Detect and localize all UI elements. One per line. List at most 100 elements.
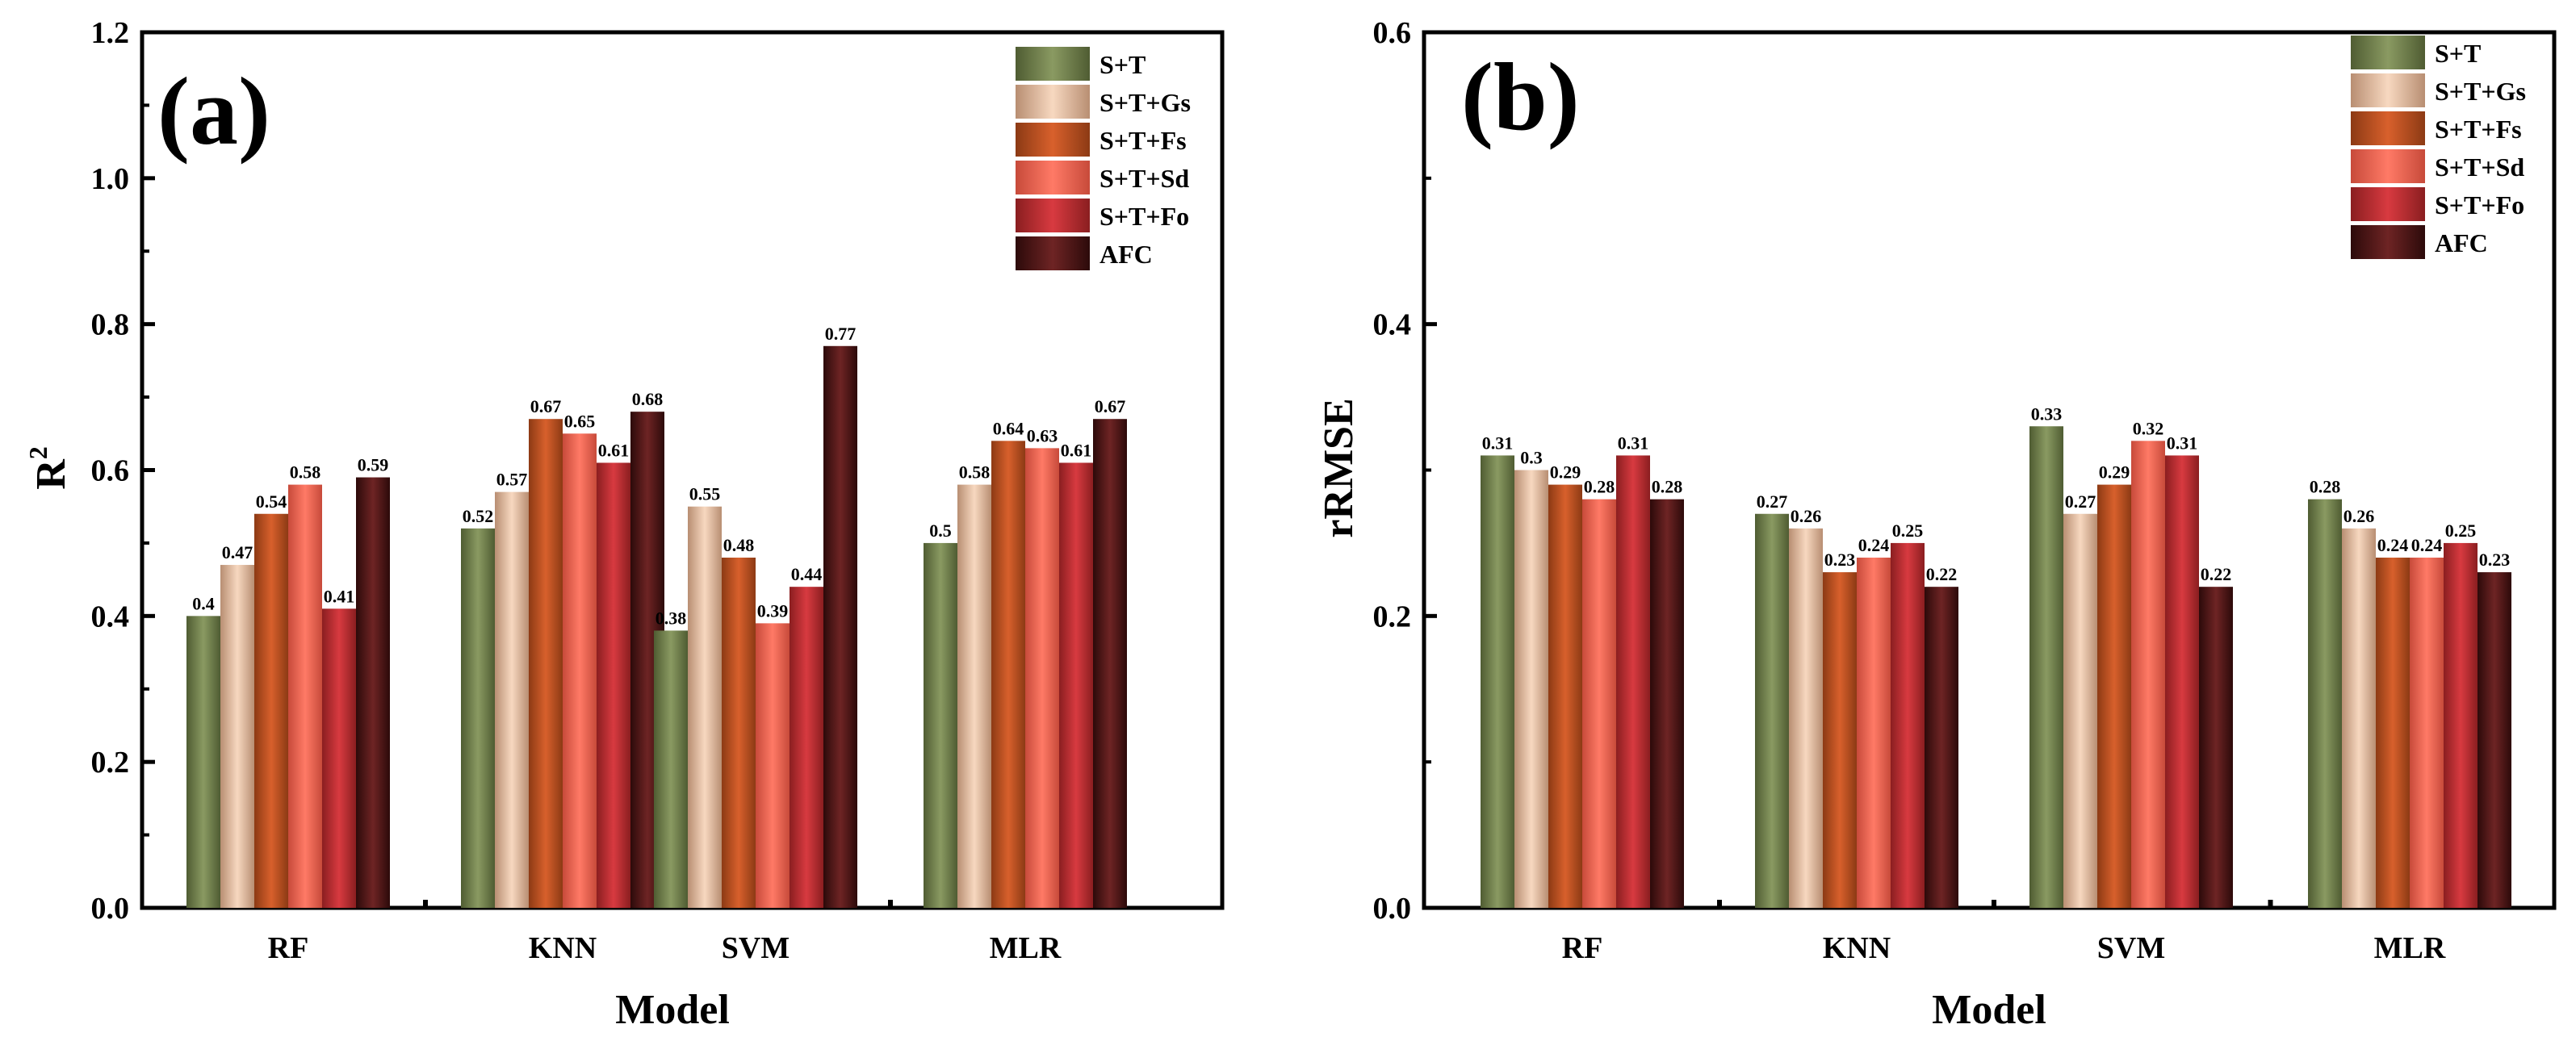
bar-svm-s-t-fs xyxy=(722,558,756,908)
y-tick-label: 0.6 xyxy=(1373,16,1412,50)
bar-mlr-s-t xyxy=(2308,499,2342,908)
panel-label-a: (a) xyxy=(157,57,270,165)
value-label: 0.61 xyxy=(1061,440,1092,460)
bar-svm-s-t xyxy=(2029,426,2063,908)
y-tick-label: 1.2 xyxy=(91,16,130,50)
y-tick-label: 0.4 xyxy=(91,600,130,633)
bar-rf-afc xyxy=(356,477,390,908)
legend-label-s-t-fs: S+T+Fs xyxy=(1100,126,1187,155)
legend-swatch-s-t-sd xyxy=(1016,161,1090,194)
bar-knn-s-t xyxy=(1755,513,1789,908)
legend-label-s-t: S+T xyxy=(2435,39,2481,68)
bar-svm-s-t-sd xyxy=(756,623,790,908)
x-axis-title-b: Model xyxy=(1932,987,2046,1033)
value-label: 0.67 xyxy=(1095,396,1126,416)
y-axis-title-main-a: R xyxy=(28,458,74,490)
bar-mlr-s-t-fo xyxy=(2444,542,2478,908)
value-label: 0.33 xyxy=(2031,403,2063,424)
bar-mlr-s-t-fs xyxy=(2376,558,2410,908)
bar-svm-afc xyxy=(823,345,857,909)
value-label: 0.27 xyxy=(1757,491,1788,512)
value-label: 0.39 xyxy=(757,600,789,621)
panel-b: 0.00.20.40.6 0.310.30.290.280.310.280.27… xyxy=(1316,16,2557,1033)
value-label: 0.26 xyxy=(2344,506,2375,526)
value-label: 0.55 xyxy=(689,484,721,504)
legend-swatch-s-t xyxy=(1016,47,1090,81)
legend-label-s-t-fo: S+T+Fo xyxy=(1100,202,1189,231)
bar-rf-s-t-fo xyxy=(322,608,356,908)
y-axis-title-b: rRMSE xyxy=(1316,398,1362,537)
value-label: 0.58 xyxy=(290,462,321,483)
bar-knn-s-t-fo xyxy=(597,462,630,908)
y-tick-label: 0.6 xyxy=(91,454,130,488)
bar-mlr-s-t-sd xyxy=(2410,558,2444,908)
legend-label-s-t-sd: S+T+Sd xyxy=(1100,164,1189,193)
y-tick-label: 0.8 xyxy=(91,308,130,342)
value-label: 0.5 xyxy=(929,520,952,541)
value-label: 0.26 xyxy=(1791,506,1822,526)
y-tick-label: 1.0 xyxy=(91,162,130,196)
bar-rf-s-t-fs xyxy=(254,513,288,908)
y-tick-label: 0.2 xyxy=(91,746,130,780)
bar-knn-afc xyxy=(1925,587,1958,908)
bar-knn-s-t-fo xyxy=(1891,542,1925,908)
value-label: 0.29 xyxy=(1550,462,1581,483)
bar-svm-s-t-sd xyxy=(2131,441,2165,908)
x-categories-a: RF KNN SVM MLR xyxy=(268,931,1062,965)
bar-knn-s-t-gs xyxy=(495,491,529,908)
bar-mlr-s-t-sd xyxy=(1025,448,1059,908)
legend-b: S+T S+T+Gs S+T+Fs S+T+Sd S+T+Fo AFC xyxy=(2351,36,2526,259)
y-axis-a: 0.0 0.2 0.4 0.6 0.8 1.0 1.2 xyxy=(91,16,893,926)
bar-svm-s-t-gs xyxy=(2063,513,2097,908)
value-label: 0.24 xyxy=(2377,535,2409,555)
y-axis-title-sup-a: 2 xyxy=(23,446,52,459)
bar-mlr-s-t-fo xyxy=(1059,462,1093,908)
legend-swatch-s-t-fo xyxy=(1016,199,1090,232)
bar-rf-s-t-gs xyxy=(220,565,254,908)
bar-rf-s-t xyxy=(1481,455,1514,908)
bar-mlr-s-t-gs xyxy=(2342,528,2376,908)
value-label: 0.4 xyxy=(192,593,215,613)
value-label: 0.61 xyxy=(598,440,630,460)
bar-rf-s-t-sd xyxy=(1582,499,1616,908)
x-category-mlr: MLR xyxy=(990,931,1062,965)
bar-svm-s-t-fs xyxy=(2097,484,2131,908)
bar-knn-s-t-sd xyxy=(563,433,597,908)
legend-swatch-s-t xyxy=(2351,36,2425,69)
y-tick-label: 0.2 xyxy=(1373,600,1412,633)
bar-knn-s-t-fs xyxy=(1823,572,1857,908)
value-label: 0.47 xyxy=(222,542,253,562)
legend-label-s-t-gs: S+T+Gs xyxy=(1100,88,1191,117)
x-category-rf: RF xyxy=(268,931,309,965)
value-label: 0.27 xyxy=(2065,491,2096,512)
bar-mlr-s-t-fs xyxy=(991,441,1025,908)
bar-rf-s-t-gs xyxy=(1514,470,1548,908)
bars-b xyxy=(1481,426,2511,908)
x-category-svm: SVM xyxy=(2097,931,2165,965)
value-label: 0.44 xyxy=(791,564,823,584)
value-label: 0.52 xyxy=(463,506,494,526)
value-label: 0.25 xyxy=(1892,520,1924,541)
value-label: 0.58 xyxy=(959,462,991,483)
x-axis-title-a: Model xyxy=(615,987,730,1033)
bar-mlr-s-t-gs xyxy=(957,484,991,908)
value-label: 0.67 xyxy=(530,396,562,416)
svg-text:R2: R2 xyxy=(23,446,74,490)
x-category-svm: SVM xyxy=(722,931,790,965)
legend-swatch-s-t-gs xyxy=(2351,73,2425,107)
bar-rf-s-t-sd xyxy=(288,484,322,908)
y-axis-b: 0.0 0.2 0.4 0.6 xyxy=(1373,16,2273,926)
value-label: 0.28 xyxy=(1584,477,1615,497)
legend-swatch-afc xyxy=(1016,236,1090,270)
value-label: 0.77 xyxy=(825,324,857,344)
value-label: 0.28 xyxy=(2310,477,2341,497)
value-label: 0.25 xyxy=(2445,520,2477,541)
bars-a xyxy=(186,345,1127,909)
bar-svm-afc xyxy=(2199,587,2233,908)
legend-label-afc: AFC xyxy=(1100,240,1153,269)
bar-svm-s-t-fo xyxy=(2165,455,2199,908)
legend-label-afc: AFC xyxy=(2435,228,2488,257)
legend-label-s-t-fo: S+T+Fo xyxy=(2435,190,2524,219)
value-label: 0.31 xyxy=(2167,433,2198,453)
value-label: 0.24 xyxy=(1858,535,1890,555)
